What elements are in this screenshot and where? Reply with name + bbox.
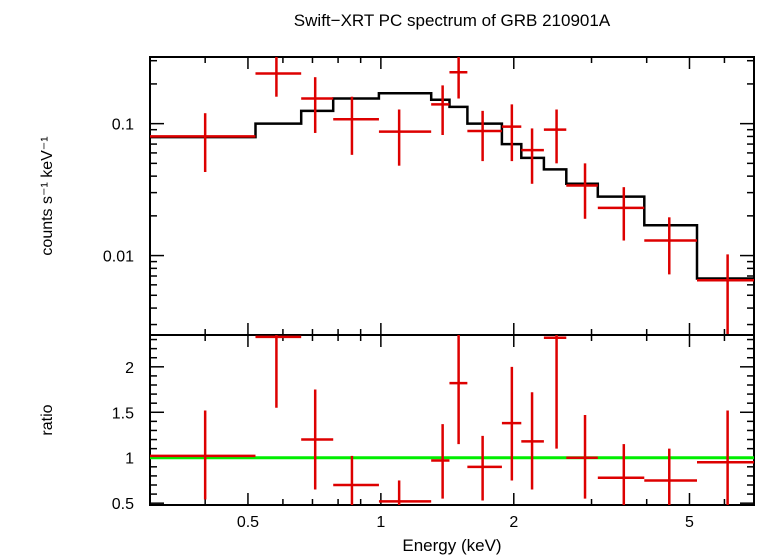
data-point — [378, 109, 432, 166]
spectrum-x-ticks — [149, 57, 755, 335]
data-point — [378, 480, 432, 505]
data-point — [333, 96, 379, 155]
data-point — [697, 254, 754, 335]
data-point — [644, 217, 698, 275]
data-point — [150, 113, 256, 172]
data-point — [521, 392, 544, 490]
model-step-line — [150, 91, 754, 280]
data-point — [431, 85, 450, 136]
x-tick-label: 5 — [685, 514, 694, 531]
x-tick-label: 2 — [509, 514, 518, 531]
data-point — [566, 163, 598, 219]
data-point — [543, 335, 567, 449]
data-point — [566, 415, 598, 499]
data-point — [467, 110, 502, 162]
data-point — [697, 410, 754, 505]
y-tick-label: 1.5 — [112, 405, 134, 422]
ratio-y-ticks: 0.5 1 1.5 2 — [112, 338, 754, 513]
data-point — [501, 366, 522, 481]
ratio-data-points — [150, 335, 754, 505]
data-point — [644, 448, 698, 505]
spectrum-data-points — [150, 57, 754, 335]
spectrum-panel: 0.1 0.01 — [103, 56, 755, 336]
ratio-y-axis-label: ratio — [39, 404, 56, 435]
chart-title: Swift−XRT PC spectrum of GRB 210901A — [294, 11, 611, 30]
spectrum-panel-frame — [149, 56, 755, 336]
x-axis-label: Energy (keV) — [402, 536, 501, 555]
y-tick-label: 1 — [125, 451, 134, 468]
spectrum-y-ticks: 0.1 0.01 — [103, 59, 754, 326]
data-point — [301, 389, 334, 490]
data-point — [150, 410, 256, 500]
data-point — [255, 335, 302, 408]
data-point — [467, 435, 502, 501]
data-point — [597, 187, 645, 241]
data-point — [597, 444, 645, 505]
ratio-x-ticks: 0.5 1 2 5 — [149, 335, 755, 531]
x-tick-label: 1 — [376, 514, 385, 531]
data-point — [333, 455, 379, 505]
spectrum-y-axis-label: counts s⁻¹ keV⁻¹ — [39, 136, 56, 255]
y-tick-label: 0.5 — [112, 496, 134, 513]
data-point — [543, 109, 567, 164]
data-point — [449, 57, 468, 99]
y-tick-label: 2 — [125, 360, 134, 377]
ratio-panel-frame — [149, 334, 755, 506]
data-point — [501, 104, 522, 162]
data-point — [521, 128, 544, 184]
x-tick-label: 0.5 — [237, 514, 259, 531]
y-tick-label: 0.01 — [103, 249, 134, 266]
data-point — [301, 77, 334, 133]
ratio-panel: 0.5 1 2 5 0.5 1 1.5 2 — [112, 334, 755, 531]
data-point — [449, 335, 468, 445]
y-tick-label: 0.1 — [112, 117, 134, 134]
data-point — [431, 424, 450, 499]
model-histogram — [150, 91, 754, 280]
data-point — [255, 57, 302, 97]
